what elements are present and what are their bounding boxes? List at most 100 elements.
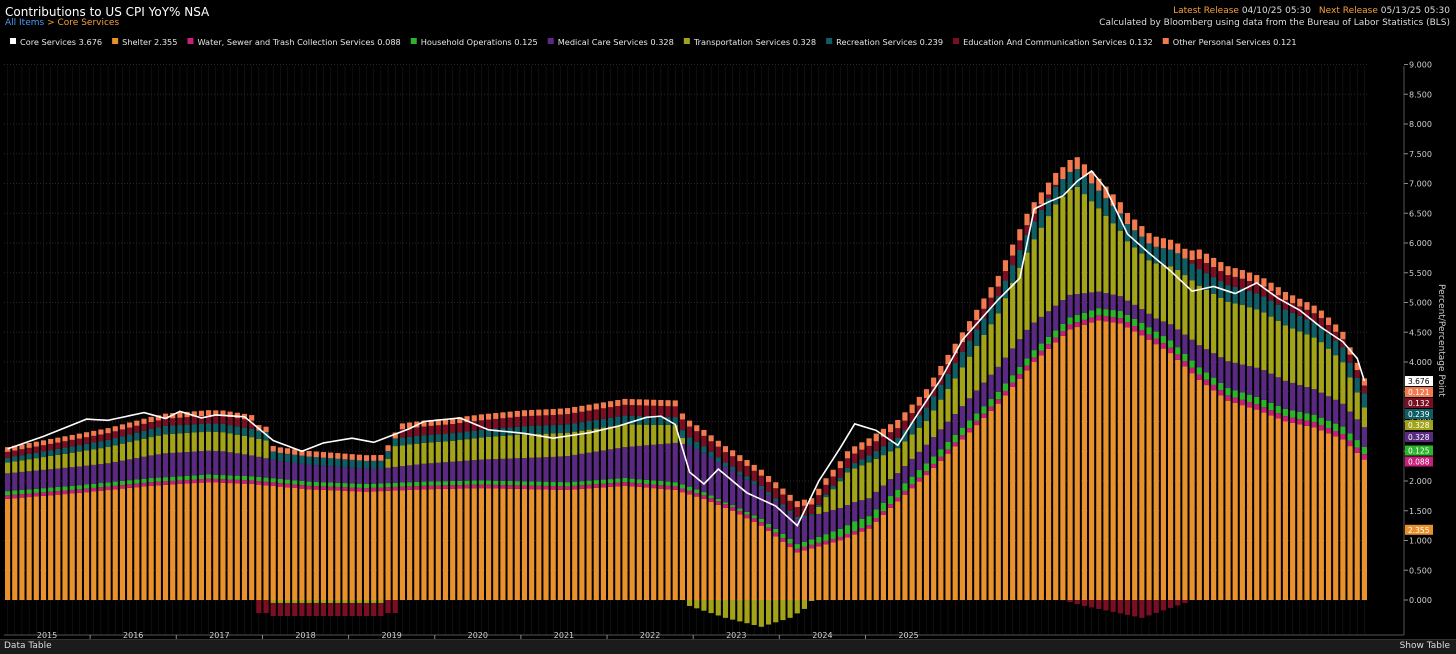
bar-segment: [1132, 319, 1137, 326]
bar-segment: [263, 458, 268, 477]
bar-segment: [91, 484, 96, 488]
bar-segment: [658, 485, 663, 489]
bar-segment: [450, 424, 455, 433]
breadcrumb-all-items[interactable]: All Items: [5, 18, 44, 28]
bar-segment: [945, 442, 950, 450]
bar-segment: [723, 467, 728, 503]
bar-segment: [1125, 301, 1130, 315]
bar-segment: [1190, 250, 1195, 260]
y-tick-label: 7.000: [1409, 180, 1432, 189]
bar-segment: [859, 450, 864, 460]
bar-segment: [436, 425, 441, 434]
bar-segment: [924, 475, 929, 600]
bar-segment: [314, 457, 319, 465]
bar-segment: [996, 404, 1001, 600]
bar-segment: [1225, 275, 1230, 285]
bar-segment: [1247, 273, 1252, 282]
bar-segment: [960, 406, 965, 428]
bar-segment: [55, 495, 60, 600]
release-info: Latest Release 04/10/25 05:30 Next Relea…: [1173, 6, 1450, 16]
bar-segment: [170, 477, 175, 481]
bar-segment: [974, 310, 979, 320]
bar-segment: [141, 479, 146, 483]
bar-segment: [1182, 335, 1187, 354]
bar-segment: [572, 423, 577, 432]
bar-segment: [522, 485, 527, 489]
bar-segment: [974, 421, 979, 425]
bar-segment: [1297, 331, 1302, 385]
bar-segment: [350, 454, 355, 460]
bar-segment: [1039, 192, 1044, 204]
bar-segment: [1053, 187, 1058, 205]
bar-segment: [113, 426, 118, 431]
bar-segment: [493, 413, 498, 419]
bar-segment: [938, 461, 943, 600]
bar-segment: [421, 464, 426, 482]
bar-segment: [709, 498, 714, 502]
bar-segment: [393, 487, 398, 491]
bar-segment: [1032, 221, 1037, 239]
bar-segment: [529, 426, 534, 434]
bar-segment: [680, 492, 685, 600]
bar-segment: [1175, 347, 1180, 354]
bar-segment: [953, 378, 958, 414]
bar-segment: [594, 420, 599, 429]
bar-segment: [1297, 412, 1302, 419]
bar-segment: [945, 422, 950, 442]
bar-segment: [1319, 430, 1324, 600]
bar-segment: [701, 499, 706, 600]
bar-segment: [1168, 324, 1173, 340]
bar-segment: [1082, 313, 1087, 320]
bar-segment: [737, 461, 742, 471]
bar-segment: [235, 426, 240, 434]
bar-segment: [615, 400, 620, 406]
bar-segment: [788, 543, 793, 547]
bar-segment: [687, 421, 692, 427]
bar-segment: [931, 468, 936, 600]
bar-segment: [795, 501, 800, 507]
bar-segment: [874, 459, 879, 492]
bar-segment: [917, 415, 922, 428]
bar-segment: [77, 489, 82, 493]
bar-segment: [12, 473, 17, 491]
bar-segment: [120, 461, 125, 481]
bar-segment: [436, 463, 441, 482]
bar-segment: [235, 480, 240, 484]
bar-segment: [350, 603, 355, 616]
bar-segment: [1247, 291, 1252, 307]
data-table-label[interactable]: Data Table: [4, 641, 52, 651]
bar-segment: [450, 441, 455, 462]
bar-segment: [5, 463, 10, 474]
bar-segment: [615, 483, 620, 487]
bar-segment: [55, 449, 60, 455]
bar-segment: [1347, 446, 1352, 600]
bar-segment: [228, 452, 233, 475]
bar-segment: [321, 452, 326, 458]
bar-segment: [357, 460, 362, 468]
bar-segment: [1225, 395, 1230, 400]
bar-segment: [716, 600, 721, 615]
bar-segment: [371, 491, 376, 600]
bar-segment: [314, 603, 319, 616]
bar-segment: [414, 436, 419, 444]
bar-segment: [924, 471, 929, 475]
legend-swatch: [10, 38, 16, 44]
bar-segment: [113, 431, 118, 438]
bar-segment: [773, 498, 778, 501]
bar-segment: [299, 489, 304, 600]
show-table-button[interactable]: Show Table: [1400, 641, 1450, 651]
bar-segment: [199, 475, 204, 479]
bar-segment: [981, 335, 986, 383]
bar-segment: [622, 486, 627, 600]
bar-segment: [572, 455, 577, 482]
bar-segment: [859, 500, 864, 519]
bar-segment: [1261, 400, 1266, 407]
bar-segment: [910, 488, 915, 600]
legend-label: Education And Communication Services 0.1…: [963, 37, 1153, 47]
bar-segment: [1362, 408, 1367, 428]
bar-segment: [874, 522, 879, 600]
bar-segment: [744, 512, 749, 515]
bar-segment: [1247, 395, 1252, 402]
bar-segment: [1168, 340, 1173, 347]
bar-segment: [874, 518, 879, 522]
